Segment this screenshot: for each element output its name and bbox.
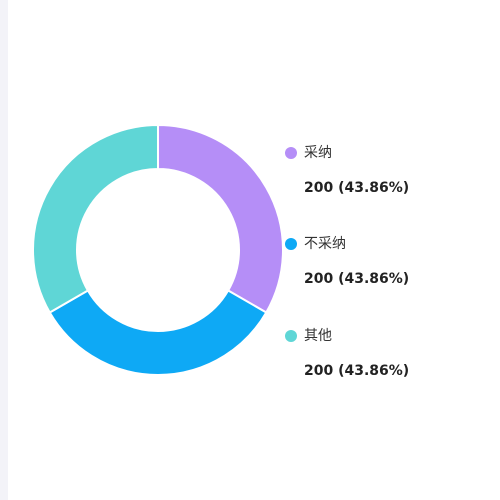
left-edge-strip <box>0 0 8 500</box>
legend-item-other[interactable]: 其他 200 (43.86%) <box>284 325 484 385</box>
legend-marker <box>285 330 297 342</box>
legend-label: 不采纳 <box>304 236 346 252</box>
donut-slice-1[interactable] <box>157 123 284 314</box>
legend-value: 200 (43.86%) <box>304 180 410 196</box>
legend-value: 200 (43.86%) <box>304 271 410 287</box>
donut-slice-3[interactable] <box>32 123 159 314</box>
legend-value: 200 (43.86%) <box>304 363 410 379</box>
legend-item-not-adopted[interactable]: 不采纳 200 (43.86%) <box>284 233 484 293</box>
legend-label: 采纳 <box>304 145 332 161</box>
legend-label: 其他 <box>304 328 332 344</box>
legend-item-adopted[interactable]: 采纳 200 (43.86%) <box>284 142 484 202</box>
legend-marker <box>285 238 297 250</box>
donut-slice-2[interactable] <box>48 289 268 376</box>
legend-marker <box>285 147 297 159</box>
